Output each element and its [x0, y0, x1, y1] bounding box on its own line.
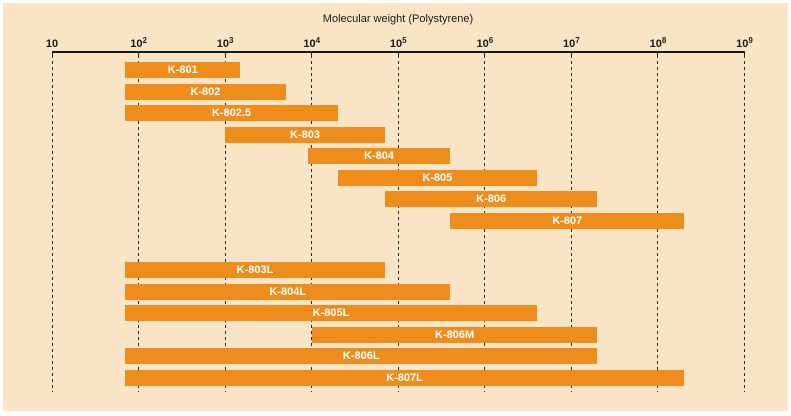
chart-title: Molecular weight (Polystyrene)	[322, 13, 474, 25]
bar-label: K-804L	[269, 285, 307, 298]
bar-label: K-803L	[236, 264, 274, 276]
bar-label: K-801	[167, 64, 198, 76]
axis-tick-label-1e6: 106	[476, 36, 494, 51]
bar-k-803: K-803	[225, 126, 385, 143]
gridline-1e9	[744, 55, 745, 392]
bar-k-803l: K-803L	[125, 262, 385, 278]
bar-label: K-805	[422, 171, 453, 184]
bar-label: K-806M	[434, 328, 475, 341]
bar-k-802: K-802	[125, 83, 286, 100]
x-axis-line	[52, 51, 745, 53]
bar-k-806m: K-806M	[311, 326, 598, 343]
bar-k-805l: K-805L	[125, 305, 537, 321]
gridline-1e3	[224, 55, 226, 392]
gridline-1e5	[397, 55, 399, 392]
bar-k-806: K-806	[384, 191, 598, 207]
axis-tick-label-1e9: 109	[736, 36, 753, 51]
axis-tick-label-1e1: 10	[45, 38, 59, 50]
bar-label: K-805L	[312, 307, 350, 319]
bar-k-804: K-804	[307, 148, 451, 164]
bar-label: K-802	[190, 85, 221, 98]
bar-label: K-806	[476, 193, 507, 205]
axis-tick-label-1e8: 108	[649, 36, 667, 51]
bar-k-806l: K-806L	[125, 348, 598, 364]
axis-tick-label-1e5: 105	[389, 36, 407, 51]
bar-k-807l: K-807L	[125, 369, 684, 386]
bar-label: K-802.5	[211, 107, 251, 119]
bar-label: K-807L	[386, 371, 423, 384]
bar-label: K-806L	[342, 350, 380, 362]
axis-tick-label-1e3: 103	[216, 36, 234, 51]
axis-tick-label-1e7: 107	[563, 36, 580, 51]
bar-k-801: K-801	[125, 62, 241, 78]
bar-label: K-804	[364, 150, 395, 162]
gridline-1e1	[51, 55, 53, 392]
bar-label: K-803	[289, 128, 320, 141]
gridline-1e2	[138, 55, 140, 392]
bar-k-807: K-807	[450, 212, 684, 229]
gridline-1e4	[311, 55, 313, 392]
bar-k-804l: K-804L	[125, 283, 451, 300]
axis-tick-label-1e2: 102	[130, 36, 147, 51]
bar-k-802-5: K-802.5	[125, 105, 338, 121]
bar-label: K-807	[552, 214, 583, 227]
axis-tick-label-1e4: 104	[303, 36, 321, 51]
bar-k-805: K-805	[337, 169, 537, 186]
